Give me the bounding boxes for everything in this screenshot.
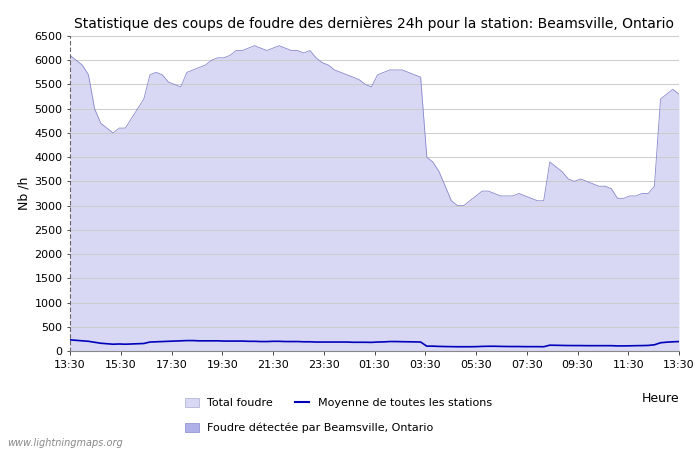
Legend: Foudre détectée par Beamsville, Ontario: Foudre détectée par Beamsville, Ontario (186, 423, 433, 433)
Title: Statistique des coups de foudre des dernières 24h pour la station: Beamsville, O: Statistique des coups de foudre des dern… (74, 16, 675, 31)
Text: www.lightningmaps.org: www.lightningmaps.org (7, 438, 122, 448)
Text: Heure: Heure (641, 392, 679, 405)
Y-axis label: Nb /h: Nb /h (17, 177, 30, 210)
